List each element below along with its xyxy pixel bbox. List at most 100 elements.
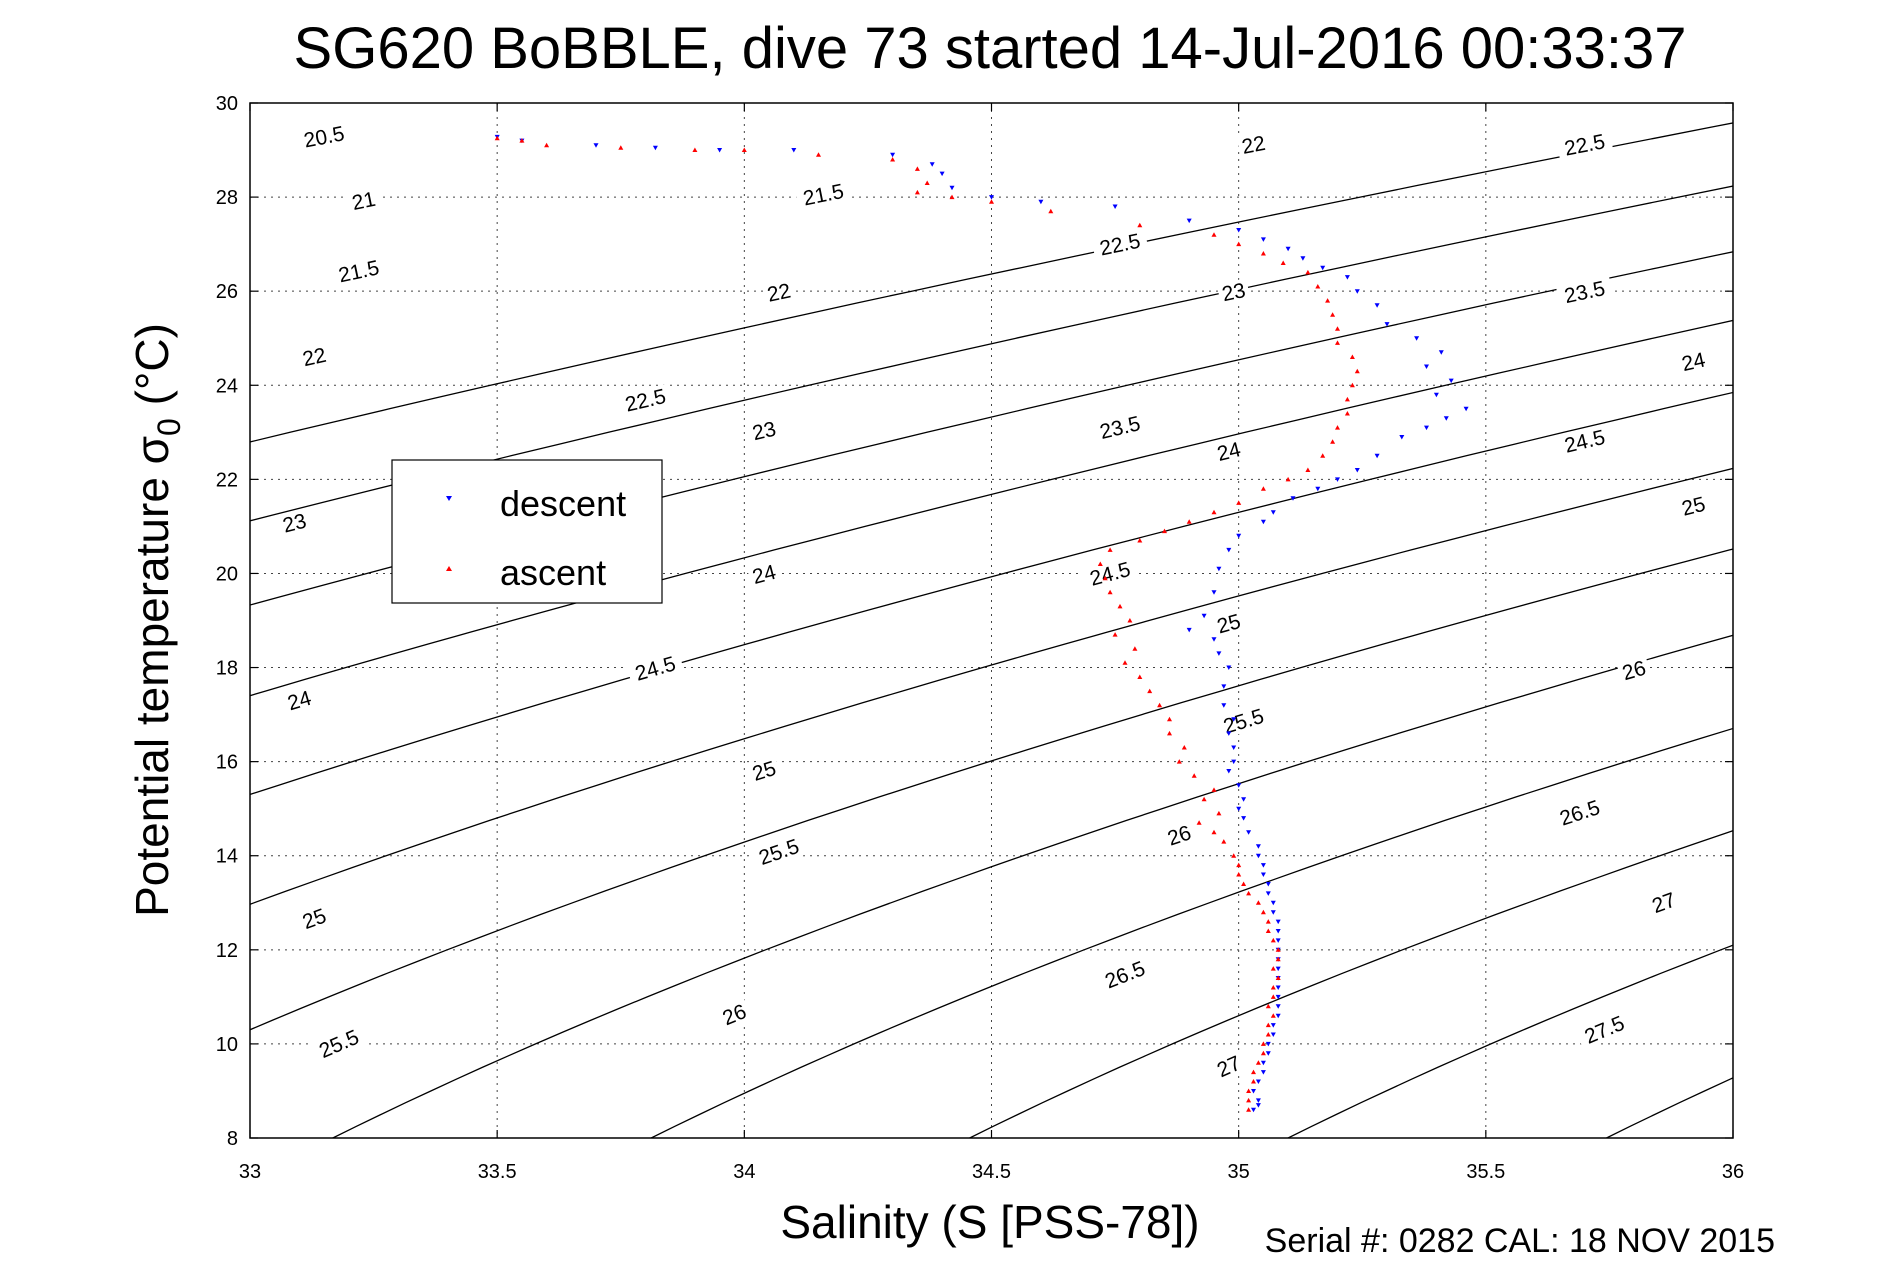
descent-point [1112,204,1118,209]
contour-label-group: 27 [1645,887,1682,919]
density-contour-22.5 [250,391,1733,796]
descent-point [1211,637,1217,642]
descent-point [929,162,935,167]
density-contour-labels: 20.52121.52223242525.521.52222.5232424.5… [277,120,1711,1083]
descent-point [1285,246,1291,252]
contour-label-group: 22 [297,342,332,371]
descent-point [1241,816,1247,821]
descent-point [1275,1013,1281,1019]
ascent-point [1270,966,1276,971]
contour-label-mask [309,1023,369,1065]
ascent-point [1260,486,1266,491]
contour-label: 23 [1220,279,1248,306]
descent-point [890,152,896,158]
ascent-point [1137,538,1143,543]
ascent-point [914,166,920,171]
descent-point [1211,590,1217,595]
y-tick-label: 10 [216,1034,238,1056]
descent-point [1265,1051,1271,1056]
descent-point [1260,1060,1266,1066]
ascent-point [1270,994,1276,999]
contour-label-group: 23 [277,508,312,538]
ascent-point [1280,260,1286,265]
ascent-point [1354,368,1360,374]
ascent-point [1260,1050,1266,1056]
descent-point [1270,1032,1276,1037]
ascent-point [989,199,994,204]
ascent-point [1270,937,1276,943]
ascent-point [1265,919,1271,924]
grid [250,103,1733,1138]
ascent-point [1102,575,1108,581]
ascent-point [1330,439,1336,444]
ascent-point [519,138,525,143]
ascent-point [1246,1088,1252,1093]
ascent-point [1349,354,1355,359]
ascent-point [1285,476,1291,482]
ascent-point [1246,1097,1252,1103]
contour-label-group: 26 [1616,655,1652,686]
descent-point [1038,199,1044,205]
ascent-point [1221,839,1227,844]
ascent-point [741,147,747,152]
descent-point [1226,547,1232,553]
ascent-point [1325,298,1331,303]
descent-point [989,195,994,200]
descent-point [1251,1107,1256,1113]
descent-point [949,185,955,191]
ascent-point [1265,1022,1271,1028]
descent-point [1270,1023,1276,1028]
descent-point [1255,853,1261,859]
contour-label-mask [1236,131,1271,159]
y-tick-label: 22 [216,469,238,491]
ascent-point [1117,603,1123,609]
ascent-point [1344,411,1350,416]
chart-title: SG620 BoBBLE, dive 73 started 14-Jul-201… [294,16,1687,81]
density-contour-21 [250,185,1733,522]
descent-point [1424,364,1429,369]
contour-label-mask [1555,424,1614,459]
descent-point [1186,218,1192,224]
contour-label: 24 [1215,438,1243,466]
legend-descent-label: descent [500,483,626,524]
ascent-point [1255,1060,1261,1065]
ascent-point [1181,745,1187,750]
contour-label-mask [1210,1050,1247,1083]
density-contour-23.5 [250,548,1733,1031]
contour-label-mask [295,120,353,153]
descent-point [1374,453,1380,459]
ascent-point [1246,1107,1252,1112]
ascent-point [1265,928,1271,933]
ascent-point [1260,1041,1266,1046]
contour-label-mask [1161,820,1198,851]
ascent-point [1112,632,1118,637]
contour-label-mask [1550,794,1609,832]
descent-point [1216,566,1222,572]
contour-label-mask [716,998,753,1031]
y-tick-label: 20 [216,563,238,585]
ascent-point [1147,688,1153,694]
y-tick-label: 12 [216,940,238,962]
ascent-point [1270,1013,1276,1018]
ascent-point [1315,284,1321,289]
ascent-point [1275,947,1281,952]
ascent-point [914,189,920,195]
y-axis-label-unit: (°C) [126,323,178,418]
ascent-point [1176,759,1182,764]
x-tick-label: 34 [733,1161,755,1183]
density-contour-22 [250,319,1733,697]
descent-point [1275,929,1281,934]
ascent-point [1335,326,1340,331]
contour-label-group: 23.5 [1555,275,1614,309]
ascent-point [1305,467,1311,472]
contour-label-group: 23 [1216,278,1251,306]
ascent-point [1236,872,1242,877]
descent-point [1236,533,1242,539]
serial-cal-footer: Serial #: 0282 CAL: 18 NOV 2015 [1265,1222,1775,1260]
contour-label: 25 [1679,493,1707,521]
y-axis-label-subscript: 0 [151,418,187,436]
ascent-point [1246,890,1252,896]
descent-point [652,145,658,151]
contour-label-mask [1616,655,1652,686]
